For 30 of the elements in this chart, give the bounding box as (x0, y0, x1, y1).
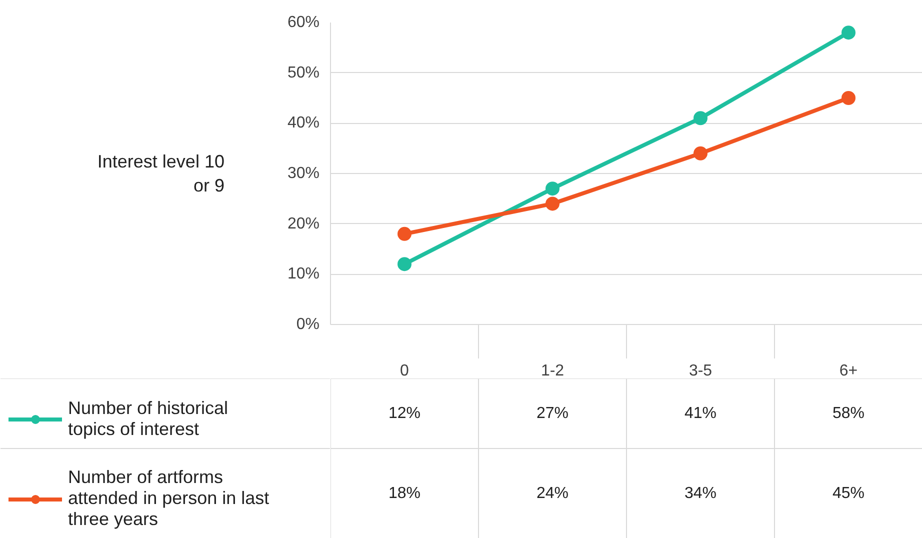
data-label: 24% (536, 485, 569, 502)
legend-label: Number of artforms attended in person in last three years (68, 467, 270, 530)
point (546, 196, 560, 211)
x-tick-label: 6+ (839, 362, 858, 380)
y-tick-label: 60% (287, 14, 320, 31)
y-tick-label: 50% (287, 64, 320, 82)
data-label: 34% (684, 485, 717, 502)
y-tick-label: 10% (287, 266, 320, 283)
y-tick-label: 20% (287, 215, 320, 232)
point (398, 226, 412, 241)
y-tick-label: 0% (296, 316, 320, 333)
point (694, 111, 708, 126)
data-label: 45% (832, 485, 865, 502)
y-tick-label: 30% (287, 165, 320, 182)
point (694, 146, 708, 160)
y-tick-label: 40% (287, 114, 320, 132)
y-axis-title: Interest level 10 or 9 (97, 152, 224, 196)
point (842, 26, 856, 40)
legend-label: Number of historical topics of interest (68, 398, 228, 440)
data-label: 58% (832, 405, 865, 422)
point (398, 257, 412, 272)
x-tick-label: 3-5 (688, 362, 712, 380)
data-label: 12% (388, 405, 421, 422)
data-label: 41% (684, 405, 717, 422)
point (842, 91, 856, 105)
data-label: 27% (536, 405, 569, 422)
point (546, 182, 560, 196)
x-tick-label: 0 (400, 362, 410, 380)
x-tick-label: 1-2 (540, 362, 564, 380)
data-label: 18% (388, 485, 421, 502)
